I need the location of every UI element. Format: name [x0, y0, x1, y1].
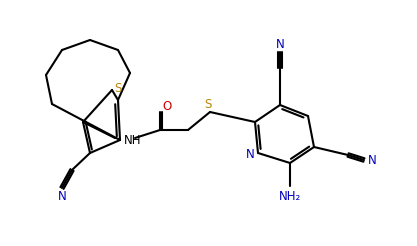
Text: S: S	[114, 82, 122, 95]
Text: NH₂: NH₂	[279, 189, 301, 202]
Text: N: N	[368, 154, 377, 167]
Text: NH: NH	[124, 134, 141, 147]
Text: N: N	[246, 148, 254, 160]
Text: N: N	[58, 189, 66, 202]
Text: N: N	[276, 37, 284, 50]
Text: O: O	[162, 101, 172, 113]
Text: S: S	[204, 97, 212, 110]
